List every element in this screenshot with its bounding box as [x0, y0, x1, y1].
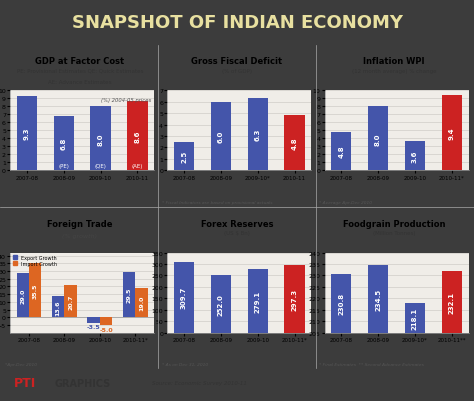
- Text: *Apr-Dec 2010: *Apr-Dec 2010: [5, 362, 37, 366]
- Bar: [52, 297, 64, 318]
- Text: (12 month average) % change: (12 month average) % change: [352, 69, 437, 73]
- Text: 8.0: 8.0: [98, 133, 103, 145]
- Bar: [174, 142, 194, 171]
- Bar: [331, 132, 351, 171]
- Bar: [442, 271, 462, 401]
- Text: PE: Provisional Estimates QE: Quick Estimates: PE: Provisional Estimates QE: Quick Esti…: [17, 69, 143, 73]
- Text: -5.0: -5.0: [99, 327, 113, 332]
- Text: AE: Advance Estimates: AE: Advance Estimates: [48, 80, 111, 85]
- Text: SNAPSHOT OF INDIAN ECONOMY: SNAPSHOT OF INDIAN ECONOMY: [72, 14, 402, 32]
- Text: Inflation WPI: Inflation WPI: [364, 57, 425, 66]
- Text: 232.1: 232.1: [449, 291, 455, 313]
- Text: (Million Tonnes): (Million Tonnes): [373, 231, 415, 235]
- Bar: [100, 318, 112, 325]
- Bar: [284, 265, 305, 333]
- Text: GDP at Factor Cost: GDP at Factor Cost: [35, 57, 124, 66]
- Bar: [91, 107, 111, 171]
- Bar: [135, 288, 147, 318]
- Bar: [405, 142, 425, 171]
- Text: GRAPHICS: GRAPHICS: [55, 378, 111, 388]
- Bar: [247, 269, 268, 333]
- Bar: [87, 318, 100, 323]
- Text: Gross Fiscal Deficit: Gross Fiscal Deficit: [191, 57, 283, 66]
- Bar: [54, 117, 74, 171]
- Bar: [368, 107, 388, 171]
- Text: Source: Economic Survey 2010-11: Source: Economic Survey 2010-11: [152, 381, 246, 385]
- Text: (QE): (QE): [95, 164, 107, 168]
- Text: 309.7: 309.7: [181, 286, 187, 309]
- Text: 29.5: 29.5: [127, 287, 131, 303]
- Legend: Export Growth, Import Growth: Export Growth, Import Growth: [12, 255, 57, 266]
- Text: 29.0: 29.0: [20, 288, 25, 303]
- Text: (US $ Bn): (US $ Bn): [224, 231, 250, 235]
- Text: 6.3: 6.3: [255, 129, 261, 141]
- Text: (% growth): (% growth): [62, 234, 97, 239]
- Text: Foreign Trade: Foreign Trade: [47, 219, 112, 228]
- Text: 279.1: 279.1: [255, 290, 261, 312]
- Text: (% of GDP): (% of GDP): [222, 69, 252, 73]
- Text: (%) 2004-05 prices: (%) 2004-05 prices: [101, 97, 151, 102]
- Text: * As on Dec 31, 2010: * As on Dec 31, 2010: [162, 362, 208, 366]
- Text: * Average Apr-Dec 2010: * Average Apr-Dec 2010: [319, 200, 372, 204]
- Text: 13.6: 13.6: [56, 299, 61, 315]
- Bar: [174, 262, 194, 333]
- Bar: [29, 263, 41, 318]
- Bar: [211, 275, 231, 333]
- Text: 218.1: 218.1: [412, 307, 418, 329]
- Bar: [17, 273, 29, 318]
- Bar: [331, 274, 351, 401]
- Bar: [211, 102, 231, 171]
- Text: 252.0: 252.0: [218, 293, 224, 315]
- Bar: [64, 286, 77, 318]
- Text: 9.3: 9.3: [24, 128, 30, 140]
- Text: -3.5: -3.5: [87, 324, 100, 330]
- Text: 9.4: 9.4: [449, 127, 455, 140]
- Bar: [17, 97, 37, 171]
- Text: 2.5: 2.5: [181, 150, 187, 163]
- Text: 6.8: 6.8: [61, 138, 67, 150]
- Text: Foodgrain Production: Foodgrain Production: [343, 219, 446, 228]
- Text: 230.8: 230.8: [338, 292, 344, 314]
- Text: 4.8: 4.8: [292, 137, 298, 150]
- Bar: [284, 116, 305, 171]
- Text: 8.6: 8.6: [135, 130, 140, 143]
- Text: (AE): (AE): [132, 164, 143, 168]
- Bar: [368, 265, 388, 401]
- Text: (PE): (PE): [58, 164, 69, 168]
- Text: Forex Reserves: Forex Reserves: [201, 219, 273, 228]
- Text: 20.7: 20.7: [68, 294, 73, 309]
- Text: 234.5: 234.5: [375, 288, 381, 310]
- Bar: [247, 99, 268, 171]
- Bar: [405, 303, 425, 401]
- Text: 4.8: 4.8: [338, 146, 344, 158]
- Bar: [128, 102, 147, 171]
- Text: * Final Estimates  ** Second Advance Estimates: * Final Estimates ** Second Advance Esti…: [319, 362, 424, 366]
- Text: 297.3: 297.3: [292, 288, 298, 310]
- Bar: [123, 272, 135, 318]
- Text: 35.5: 35.5: [33, 282, 38, 298]
- Text: 8.0: 8.0: [375, 133, 381, 145]
- Bar: [442, 96, 462, 171]
- Text: PTI: PTI: [14, 377, 36, 389]
- Text: 19.0: 19.0: [139, 295, 144, 311]
- Text: 3.6: 3.6: [412, 150, 418, 163]
- Text: * Fiscal Indicators are based on provisional actuals: * Fiscal Indicators are based on provisi…: [162, 200, 273, 204]
- Text: 6.0: 6.0: [218, 130, 224, 143]
